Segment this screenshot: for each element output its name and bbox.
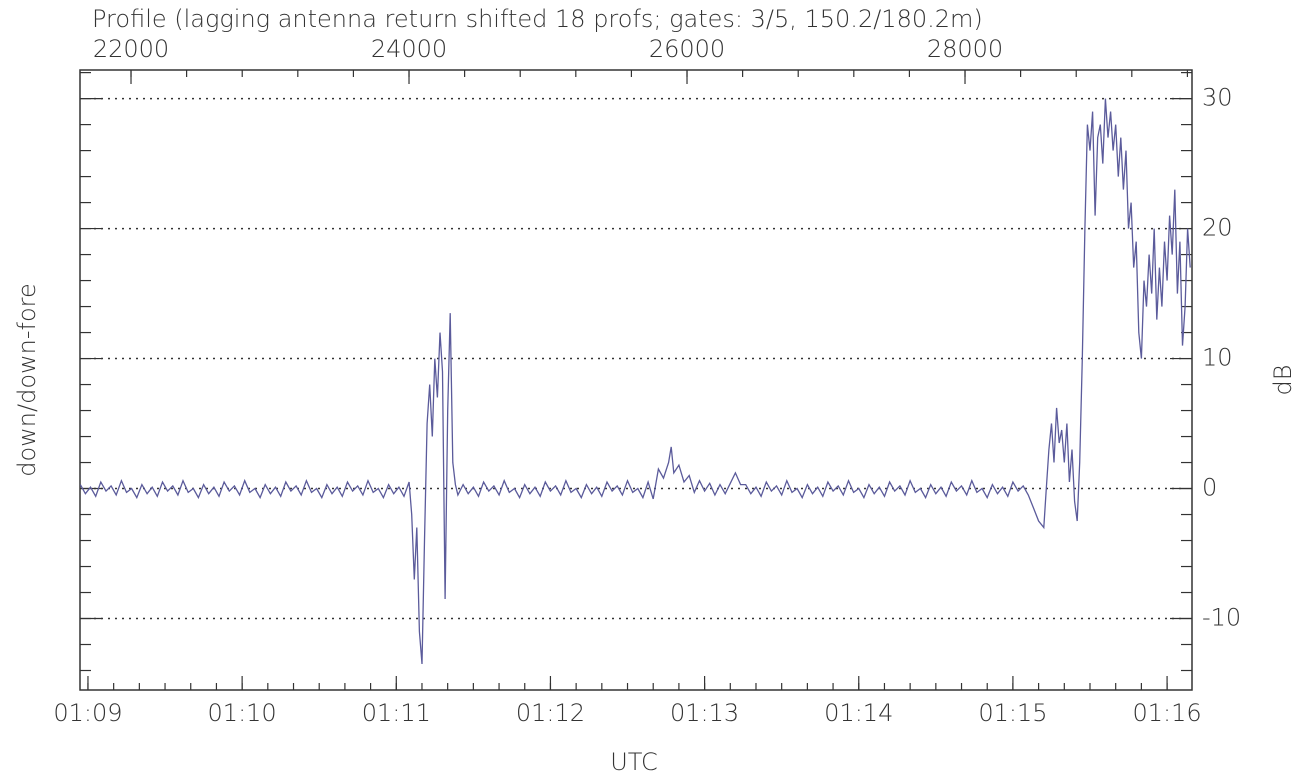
y-tick-label: 20 — [1202, 214, 1233, 242]
x-tick-label: 01:16 — [1132, 699, 1201, 727]
y-tick-label: 0 — [1202, 474, 1217, 502]
x2-tick-label: 28000 — [927, 35, 1003, 63]
y-axis-label: down/down-fore — [13, 283, 41, 477]
x-tick-label: 01:12 — [516, 699, 585, 727]
x-tick-label: 01:15 — [978, 699, 1047, 727]
y-tick-label: 30 — [1202, 84, 1233, 112]
plot-frame — [79, 69, 1193, 691]
chart-title: Profile (lagging antenna return shifted … — [92, 5, 983, 33]
y-tick-label: 10 — [1202, 344, 1233, 372]
y-tick-label: -10 — [1202, 604, 1241, 632]
x-tick-label: 01:09 — [53, 699, 122, 727]
x-tick-label: 01:14 — [824, 699, 893, 727]
y-axis-label-right: dB — [1269, 365, 1297, 396]
x-tick-label: 01:10 — [208, 699, 277, 727]
data-line — [79, 98, 1191, 665]
x2-tick-label: 22000 — [93, 35, 169, 63]
x-axis-label: UTC — [610, 748, 658, 776]
x2-tick-label: 24000 — [371, 35, 447, 63]
x2-tick-label: 26000 — [649, 35, 725, 63]
x-tick-label: 01:11 — [362, 699, 431, 727]
x-tick-label: 01:13 — [670, 699, 739, 727]
